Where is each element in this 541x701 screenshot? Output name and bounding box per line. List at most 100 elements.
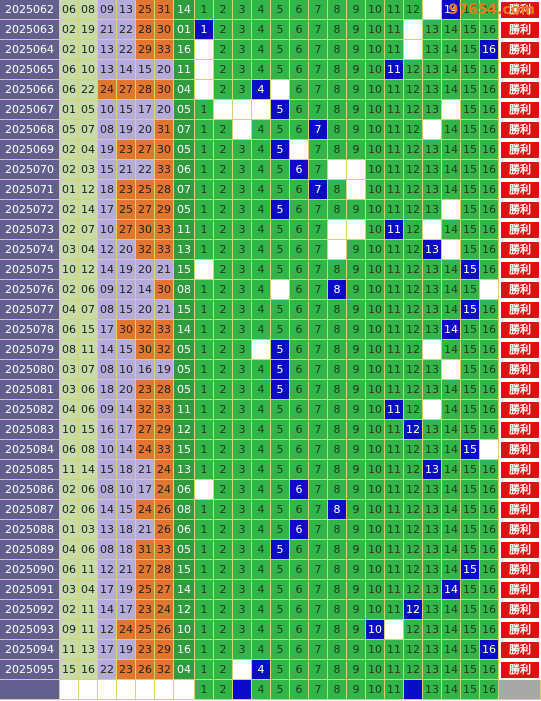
grid-cell: 5 (271, 40, 290, 60)
blue-hit-cell: 11 (385, 220, 404, 240)
red-ball: 04 (60, 300, 79, 320)
grid-cell: 16 (480, 80, 499, 100)
issue: 2025084 (0, 440, 60, 460)
red-ball: 15 (117, 500, 136, 520)
grid-cell: 2 (214, 420, 233, 440)
red-ball: 01 (60, 180, 79, 200)
red-ball: 19 (117, 120, 136, 140)
grid-cell: 16 (480, 480, 499, 500)
grid-cell: 1 (195, 120, 214, 140)
grid-cell: 15 (461, 100, 480, 120)
grid-cell: 9 (347, 40, 366, 60)
red-ball: 29 (155, 640, 174, 660)
grid-cell: 12 (404, 460, 423, 480)
grid-cell: 16 (480, 140, 499, 160)
grid-cell: 11 (385, 0, 404, 20)
grid-cell: 2 (214, 20, 233, 40)
red-ball: 03 (79, 160, 98, 180)
blue-hit-cell: 14 (442, 580, 461, 600)
blank-cell (195, 260, 214, 280)
grid-cell: 2 (214, 260, 233, 280)
red-ball: 33 (155, 160, 174, 180)
red-ball: 12 (79, 180, 98, 200)
red-ball: 08 (98, 300, 117, 320)
grid-cell: 16 (480, 360, 499, 380)
red-ball: 33 (155, 440, 174, 460)
grid-cell: 1 (195, 280, 214, 300)
red-ball: 02 (60, 160, 79, 180)
red-ball: 31 (136, 540, 155, 560)
red-ball: 04 (79, 580, 98, 600)
grid-cell: 10 (366, 140, 385, 160)
red-ball: 14 (98, 340, 117, 360)
blue-ball: 05 (174, 540, 195, 560)
red-ball: 10 (117, 480, 136, 500)
grid-cell: 4 (252, 460, 271, 480)
grid-cell: 2 (214, 120, 233, 140)
footer-blank (136, 680, 155, 700)
grid-cell: 1 (195, 200, 214, 220)
red-ball: 26 (155, 520, 174, 540)
grid-cell: 4 (252, 220, 271, 240)
grid-cell: 2 (214, 380, 233, 400)
footer-grid-cell: 16 (480, 680, 499, 700)
grid-cell: 1 (195, 160, 214, 180)
red-ball: 20 (155, 100, 174, 120)
red-ball: 32 (155, 660, 174, 680)
red-ball: 23 (117, 180, 136, 200)
blue-ball: 04 (174, 660, 195, 680)
grid-cell: 5 (271, 60, 290, 80)
grid-cell: 8 (328, 520, 347, 540)
grid-cell: 13 (423, 380, 442, 400)
blue-ball: 05 (174, 100, 195, 120)
grid-cell: 7 (309, 340, 328, 360)
red-ball: 30 (155, 280, 174, 300)
grid-cell: 4 (252, 400, 271, 420)
blue-ball: 15 (174, 260, 195, 280)
red-ball: 23 (117, 140, 136, 160)
result: 勝利 (499, 80, 541, 100)
grid-cell: 3 (233, 180, 252, 200)
blue-hit-cell: 13 (423, 460, 442, 480)
grid-cell: 16 (480, 540, 499, 560)
blue-hit-cell: 6 (290, 480, 309, 500)
grid-cell: 7 (309, 260, 328, 280)
grid-cell: 9 (347, 560, 366, 580)
grid-cell: 6 (290, 460, 309, 480)
red-ball: 27 (117, 220, 136, 240)
grid-cell: 6 (290, 360, 309, 380)
grid-cell: 8 (328, 480, 347, 500)
result: 勝利 (499, 220, 541, 240)
grid-cell: 5 (271, 320, 290, 340)
grid-cell: 15 (461, 400, 480, 420)
red-ball: 20 (136, 300, 155, 320)
grid-cell: 8 (328, 320, 347, 340)
grid-cell: 6 (290, 440, 309, 460)
grid-cell: 1 (195, 600, 214, 620)
blue-ball: 15 (174, 440, 195, 460)
grid-cell: 10 (366, 460, 385, 480)
red-ball: 10 (60, 420, 79, 440)
red-ball: 14 (79, 200, 98, 220)
red-ball: 27 (155, 580, 174, 600)
grid-cell: 16 (480, 200, 499, 220)
red-ball: 28 (155, 380, 174, 400)
grid-cell: 11 (385, 440, 404, 460)
result: 勝利 (499, 340, 541, 360)
grid-cell: 6 (290, 120, 309, 140)
grid-cell: 8 (328, 40, 347, 60)
red-ball: 19 (79, 20, 98, 40)
grid-cell: 15 (461, 240, 480, 260)
issue: 2025087 (0, 500, 60, 520)
grid-cell: 14 (442, 380, 461, 400)
red-ball: 15 (117, 340, 136, 360)
red-ball: 17 (136, 100, 155, 120)
blue-ball: 13 (174, 240, 195, 260)
grid-cell: 12 (404, 220, 423, 240)
blank-cell (423, 0, 442, 20)
footer-grid-cell: 2 (214, 680, 233, 700)
grid-cell: 11 (385, 20, 404, 40)
grid-cell: 3 (233, 600, 252, 620)
grid-cell: 9 (347, 300, 366, 320)
grid-cell: 11 (385, 640, 404, 660)
